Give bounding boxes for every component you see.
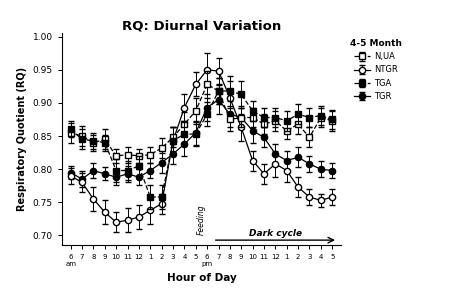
Legend: N,UA, NTGR, TGA, TGR: N,UA, NTGR, TGA, TGR: [348, 38, 403, 102]
X-axis label: Hour of Day: Hour of Day: [166, 273, 237, 283]
Y-axis label: Respiratory Quotient (RQ): Respiratory Quotient (RQ): [17, 67, 27, 211]
Text: Feeding: Feeding: [197, 205, 206, 235]
Title: RQ: Diurnal Variation: RQ: Diurnal Variation: [122, 19, 281, 32]
Text: Dark cycle: Dark cycle: [249, 229, 302, 238]
